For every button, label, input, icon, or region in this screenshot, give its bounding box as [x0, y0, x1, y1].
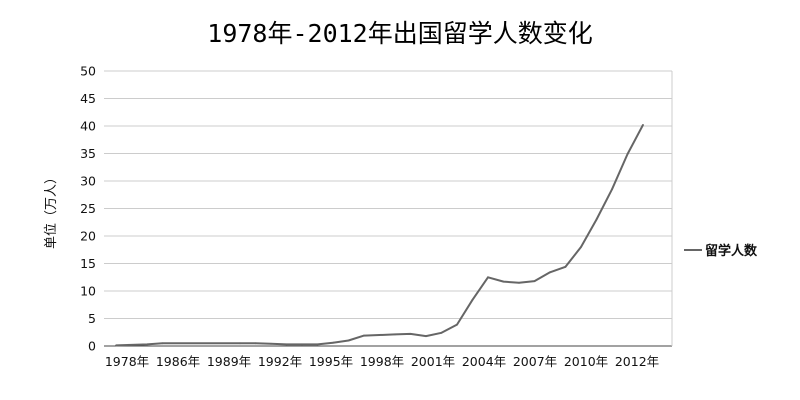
legend-label: 留学人数 [705, 243, 758, 259]
x-tick-label: 1986年 [156, 354, 200, 369]
data-point [332, 341, 334, 344]
y-tick-label: 5 [88, 311, 96, 326]
y-tick-label: 45 [80, 91, 96, 106]
y-tick-labels: 0 5 10 15 20 25 30 35 40 45 50 [80, 64, 96, 354]
y-tick-label: 25 [80, 201, 96, 216]
axes [104, 70, 673, 347]
series-line-0 [115, 124, 644, 347]
x-tick-label: 1998年 [360, 354, 404, 369]
data-point [580, 246, 582, 248]
x-tick-label: 1978年 [105, 354, 149, 369]
data-point [487, 276, 489, 279]
series-lines [115, 124, 644, 347]
data-point [270, 342, 272, 345]
x-tick-label: 2001年 [411, 354, 455, 369]
data-point [146, 343, 148, 346]
data-point [518, 281, 520, 284]
y-tick-label: 10 [80, 284, 96, 299]
data-point [394, 333, 396, 336]
legend: 留学人数 [684, 243, 758, 259]
data-point [456, 323, 458, 326]
data-point [440, 331, 443, 334]
y-tick-label: 0 [88, 339, 96, 354]
data-point [502, 280, 505, 283]
chart-title: 1978年-2012年出国留学人数变化 [207, 19, 593, 48]
data-point [316, 343, 319, 346]
x-tick-label: 1995年 [309, 354, 353, 369]
data-point [595, 218, 598, 221]
data-point [533, 280, 536, 282]
data-point [115, 344, 117, 347]
x-tick-label: 2010年 [564, 354, 608, 369]
data-point [642, 124, 644, 126]
data-point [549, 271, 551, 274]
data-point [471, 298, 474, 301]
y-tick-label: 40 [80, 119, 96, 134]
x-tick-label: 1989年 [207, 354, 251, 369]
data-point [564, 265, 567, 268]
data-point [239, 342, 241, 345]
y-tick-label: 35 [80, 146, 96, 161]
data-point [301, 343, 303, 346]
data-point [378, 334, 381, 336]
data-point [130, 344, 133, 346]
data-point [347, 339, 350, 342]
y-axis-title: 单位（万人） [44, 171, 59, 249]
x-tick-labels: 1978年 1986年 1989年 1992年 1995年 1998年 2001年 2004年… [105, 354, 659, 369]
data-point [254, 342, 257, 345]
data-point [409, 333, 412, 335]
data-point [285, 343, 288, 346]
y-tick-label: 50 [80, 64, 96, 79]
y-tick-label: 30 [80, 174, 96, 189]
grid-lines [104, 70, 672, 319]
y-tick-label: 15 [80, 256, 96, 271]
data-point [425, 335, 427, 337]
data-point [611, 188, 613, 191]
data-point [363, 334, 365, 337]
x-tick-label: 2007年 [513, 354, 557, 369]
data-point [626, 153, 629, 156]
x-tick-label: 2012年 [615, 354, 659, 369]
x-tick-label: 1992年 [258, 354, 302, 369]
data-point [161, 342, 164, 345]
x-tick-label: 2004年 [462, 354, 506, 369]
y-tick-label: 20 [80, 229, 96, 244]
